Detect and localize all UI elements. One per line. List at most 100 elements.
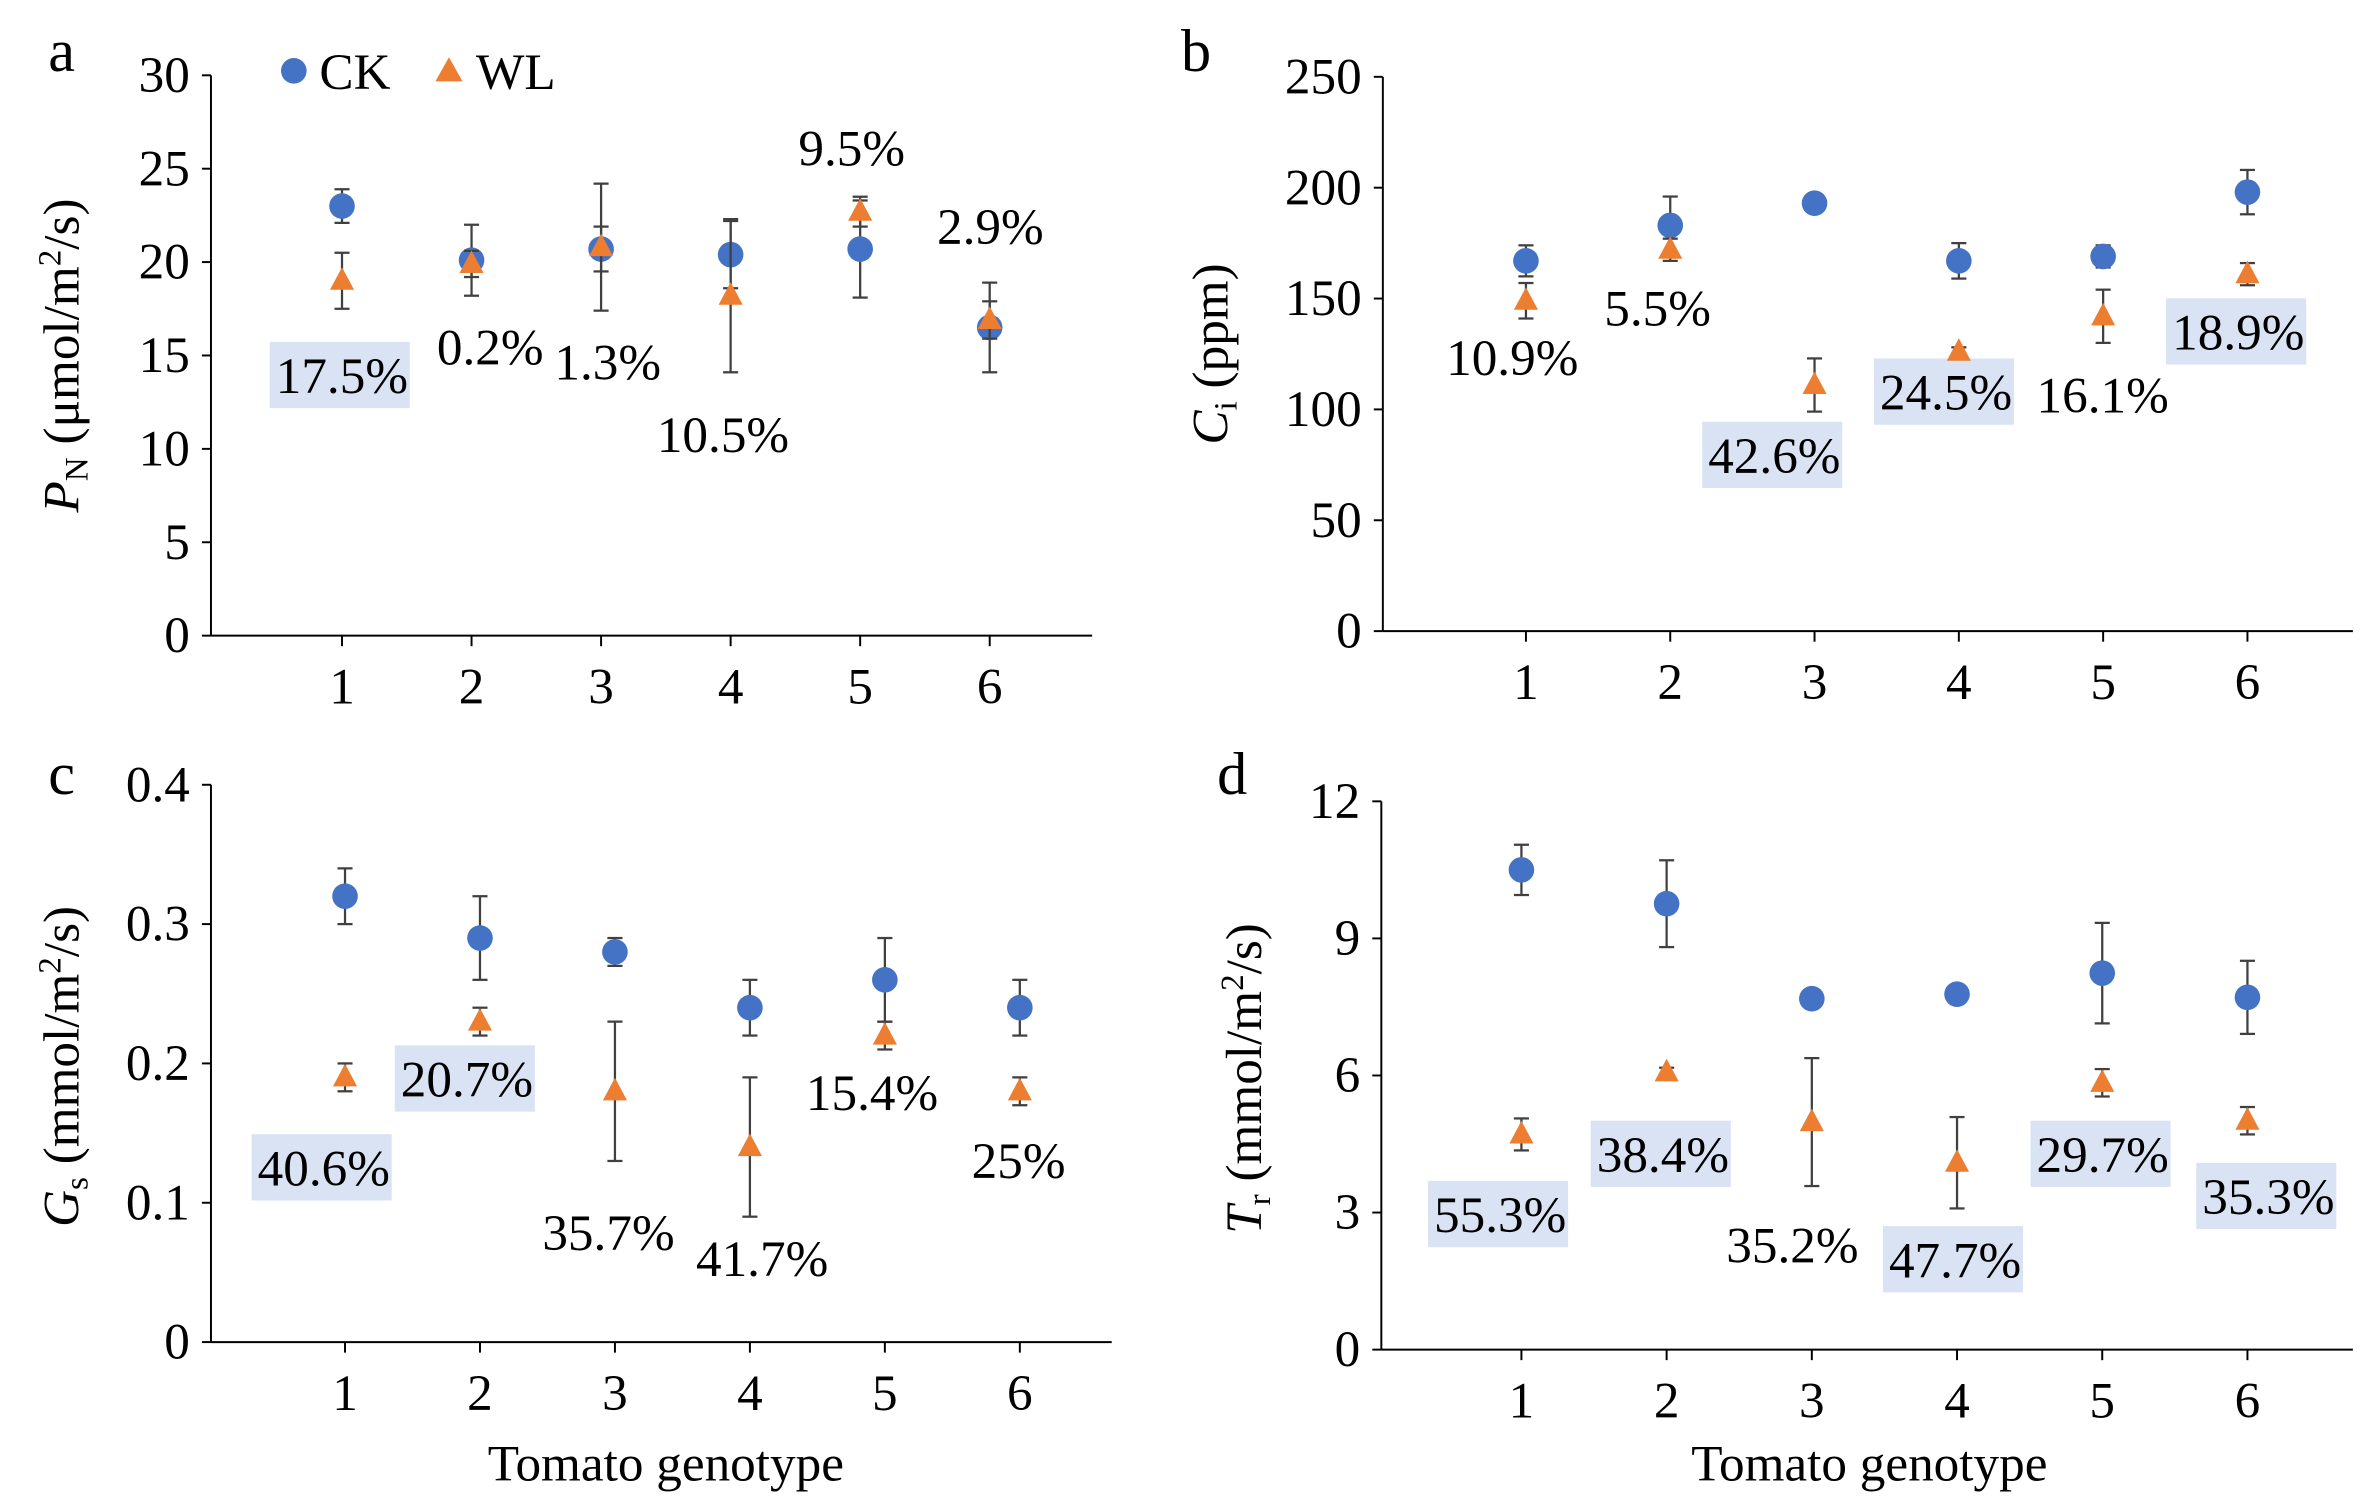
y-tick-label: 0.3 (126, 896, 190, 953)
annotation-label: 29.7% (2037, 1127, 2169, 1184)
point-wl (1509, 1120, 1534, 1144)
y-tick-label: 0.2 (126, 1035, 190, 1092)
point-wl (589, 233, 614, 257)
point-wl (332, 1063, 358, 1087)
annotation-highlight (1702, 421, 1843, 489)
point-ck (2089, 960, 2116, 986)
annotation-label: 15.4% (806, 1065, 938, 1122)
point-wl (1802, 371, 1827, 395)
annotation-highlight (1428, 1180, 1569, 1248)
x-tick-label: 5 (847, 658, 873, 715)
y-tick-label: 25 (139, 140, 190, 197)
point-ck (1946, 248, 1972, 274)
x-tick-label: 4 (1946, 654, 1972, 711)
annotation-highlight (1882, 1226, 2024, 1293)
point-ck (2234, 984, 2261, 1011)
point-wl (737, 1133, 762, 1157)
y-tick-label: 0 (164, 607, 190, 664)
annotation-label: 35.2% (1726, 1217, 1858, 1274)
x-tick-label: 4 (737, 1365, 763, 1422)
y-tick-label: 250 (1285, 48, 1362, 105)
x-tick-label: 4 (1944, 1372, 1970, 1429)
panel-b: b 0 50 100 150 200 250 1 2 3 4 5 6 Ci (ppm) 10.9% 5.5% 4… (1181, 18, 2353, 711)
point-wl (1799, 1108, 1824, 1132)
panel-letter: c (48, 741, 75, 808)
point-ck (847, 236, 873, 262)
point-wl (872, 1022, 897, 1045)
point-wl (1944, 1149, 1970, 1172)
x-tick-label: 1 (329, 658, 355, 715)
y-axis-label: Ci (ppm) (1183, 263, 1245, 444)
point-ck (467, 925, 493, 951)
annotation-label: 9.5% (798, 121, 905, 178)
annotation-label: 47.7% (1889, 1232, 2021, 1289)
annotation-label: 35.3% (2202, 1169, 2334, 1226)
y-tick-label: 20 (139, 234, 190, 291)
point-ck (1801, 190, 1828, 217)
legend-ck-label: CK (319, 44, 390, 101)
point-ck (1653, 890, 1680, 917)
x-tick-label: 3 (1799, 1372, 1825, 1429)
point-ck (1799, 985, 1825, 1012)
panel-letter: a (48, 18, 75, 85)
point-ck (737, 994, 763, 1021)
point-wl (718, 282, 743, 305)
annotation-highlight (2196, 1162, 2337, 1230)
annotation-label: 35.7% (542, 1205, 674, 1262)
y-axis-label: Gs (mmol/m2/s) (31, 906, 95, 1227)
y-tick-label: 0 (164, 1314, 190, 1371)
point-wl (459, 250, 484, 273)
point-ck (332, 883, 358, 910)
y-tick-label: 12 (1309, 773, 1360, 830)
x-tick-label: 4 (718, 658, 744, 715)
panel-letter: d (1217, 741, 1247, 808)
annotation-highlight (269, 341, 410, 409)
point-wl (1007, 1077, 1032, 1101)
legend-ck-marker (281, 57, 307, 84)
y-tick-label: 0.1 (126, 1174, 190, 1231)
annotation-label: 1.3% (554, 335, 661, 392)
x-tick-label: 2 (1654, 1372, 1680, 1429)
annotation-label: 41.7% (696, 1231, 828, 1288)
y-tick-label: 5 (164, 514, 190, 571)
x-tick-label: 6 (1007, 1365, 1033, 1422)
x-tick-label: 6 (2235, 654, 2261, 711)
annotation-label: 40.6% (258, 1140, 390, 1197)
legend-wl-label: WL (476, 44, 556, 101)
point-ck (872, 967, 898, 993)
x-tick-label: 1 (1513, 654, 1539, 711)
point-ck (1944, 981, 1970, 1007)
y-tick-label: 0.4 (126, 756, 190, 813)
annotation-label: 25% (972, 1133, 1066, 1190)
point-wl (977, 306, 1002, 330)
panel-a: a 0 5 10 15 20 25 30 1 2 3 4 5 6 PN (μmol/m2/s) 17.5% 0.… (31, 18, 1093, 715)
annotation-label: 18.9% (2172, 304, 2304, 361)
y-tick-label: 9 (1335, 910, 1361, 967)
y-axis-label: Tr (mmol/m2/s) (1214, 923, 1278, 1234)
point-wl (1658, 236, 1683, 259)
x-tick-label: 3 (1802, 654, 1828, 711)
annotation-highlight (1873, 358, 2014, 425)
x-tick-label: 2 (459, 658, 485, 715)
point-wl (1513, 287, 1538, 310)
annotation-highlight (251, 1134, 392, 1201)
y-tick-label: 150 (1285, 270, 1362, 327)
annotation-label: 55.3% (1434, 1187, 1566, 1244)
x-axis-label-d: Tomato genotype (1691, 1436, 2047, 1493)
x-tick-label: 3 (588, 658, 614, 715)
point-wl (602, 1077, 627, 1101)
point-wl (1946, 338, 1971, 361)
x-tick-label: 5 (872, 1365, 898, 1422)
panel-letter: b (1181, 18, 1211, 85)
x-tick-label: 5 (2089, 1372, 2115, 1429)
point-ck (1007, 994, 1033, 1021)
point-wl (848, 198, 873, 221)
point-ck (1513, 248, 1539, 274)
y-tick-label: 50 (1311, 492, 1362, 549)
annotation-label: 0.2% (437, 320, 544, 377)
point-wl (2090, 1069, 2115, 1092)
point-wl (467, 1008, 493, 1031)
annotation-label: 42.6% (1708, 428, 1840, 485)
